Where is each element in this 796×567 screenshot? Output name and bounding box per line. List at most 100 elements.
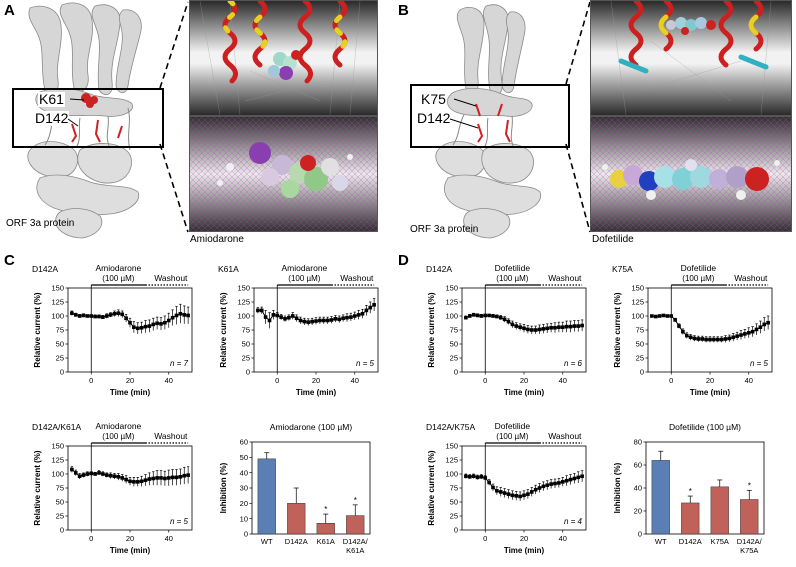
data-point — [568, 324, 573, 329]
y-tick-label: 125 — [51, 298, 64, 307]
x-axis-label: Time (min) — [504, 546, 545, 555]
bar — [681, 502, 700, 535]
data-point — [746, 331, 751, 335]
data-point — [510, 322, 515, 327]
data-point — [723, 337, 728, 341]
data-point — [116, 311, 121, 315]
data-point — [514, 324, 519, 328]
data-point — [653, 314, 658, 319]
data-point — [692, 336, 697, 341]
data-point — [491, 485, 495, 490]
data-point — [298, 318, 303, 323]
data-point — [135, 480, 140, 484]
data-point — [267, 318, 272, 323]
n-label: n = 7 — [170, 359, 189, 368]
washout-label: Washout — [154, 273, 188, 283]
significance-marker: * — [748, 481, 751, 490]
series-line — [651, 314, 769, 340]
washout-label: Washout — [548, 273, 582, 283]
x-tick-label: 20 — [520, 534, 528, 543]
concentration-label: (100 µM) — [682, 274, 715, 283]
data-point — [487, 313, 491, 318]
concentration-label: (100 µM) — [496, 274, 529, 283]
data-point — [256, 308, 260, 313]
data-point — [572, 476, 577, 481]
y-tick-label: 30 — [240, 484, 248, 493]
data-point — [549, 482, 553, 486]
y-tick-label: 75 — [450, 326, 458, 335]
data-point — [506, 492, 511, 496]
zoom-lines-a — [159, 1, 189, 233]
data-point — [186, 313, 190, 318]
y-tick-label: 150 — [445, 442, 458, 451]
data-point — [329, 318, 334, 322]
data-point — [696, 337, 701, 341]
data-point — [93, 472, 97, 476]
drug-label: Amiodarone — [281, 263, 327, 273]
washout-label: Washout — [340, 273, 374, 283]
data-point — [708, 337, 712, 342]
y-tick-label: 125 — [445, 298, 458, 307]
data-point — [333, 317, 338, 321]
data-point — [368, 305, 373, 310]
data-point — [318, 318, 322, 323]
y-tick-label: 100 — [445, 470, 458, 479]
data-point — [506, 319, 511, 324]
data-point — [681, 329, 685, 334]
data-point — [522, 326, 526, 331]
x-tick-label: 20 — [126, 534, 134, 543]
x-tick-label: 20 — [126, 376, 134, 385]
data-point — [341, 316, 345, 321]
data-point — [85, 472, 90, 476]
data-point — [471, 313, 476, 317]
data-point — [271, 313, 276, 317]
data-point — [112, 311, 117, 316]
data-point — [564, 478, 569, 483]
category-label: D142A/ — [737, 537, 763, 546]
x-axis-label: Time (min) — [504, 388, 545, 397]
y-axis-label: Relative current (%) — [33, 292, 42, 367]
data-point — [483, 313, 488, 318]
y-tick-label: 50 — [56, 340, 64, 349]
data-point — [112, 474, 117, 479]
data-point — [104, 473, 109, 477]
data-point — [529, 490, 534, 494]
category-label: K61A — [317, 537, 335, 546]
data-point — [73, 471, 78, 475]
y-tick-label: 0 — [60, 526, 64, 535]
data-point — [364, 308, 369, 313]
data-point — [715, 337, 720, 342]
chart-title: D142A — [32, 264, 58, 274]
data-point — [170, 475, 175, 480]
y-tick-label: 100 — [631, 312, 644, 321]
data-point — [325, 318, 330, 323]
drug-label: Dofetilide — [681, 263, 717, 273]
data-point — [170, 315, 175, 320]
drug-caption-b: Dofetilide — [592, 234, 634, 245]
y-tick-label: 80 — [634, 438, 642, 447]
y-axis-label: Relative current (%) — [427, 292, 436, 367]
data-point — [564, 324, 569, 329]
residue-label-d142-a: D142 — [34, 110, 70, 126]
data-point — [677, 324, 681, 328]
data-point — [502, 317, 507, 322]
data-point — [124, 316, 128, 321]
data-point — [665, 314, 670, 318]
data-point — [471, 474, 476, 479]
y-tick-label: 40 — [634, 484, 642, 493]
data-point — [263, 315, 268, 319]
n-label: n = 6 — [564, 359, 583, 368]
data-point — [727, 336, 732, 341]
data-point — [81, 313, 86, 318]
data-point — [526, 327, 530, 332]
data-point — [766, 320, 770, 325]
protein-caption-a: ORF 3a protein — [6, 218, 75, 229]
x-axis-label: Time (min) — [110, 388, 151, 397]
data-point — [360, 311, 365, 316]
bar — [740, 499, 759, 535]
data-point — [743, 332, 747, 336]
chart-title: Dofetilide (100 µM) — [669, 422, 741, 432]
data-point — [101, 315, 105, 319]
y-tick-label: 60 — [240, 438, 248, 447]
data-point — [545, 326, 550, 331]
